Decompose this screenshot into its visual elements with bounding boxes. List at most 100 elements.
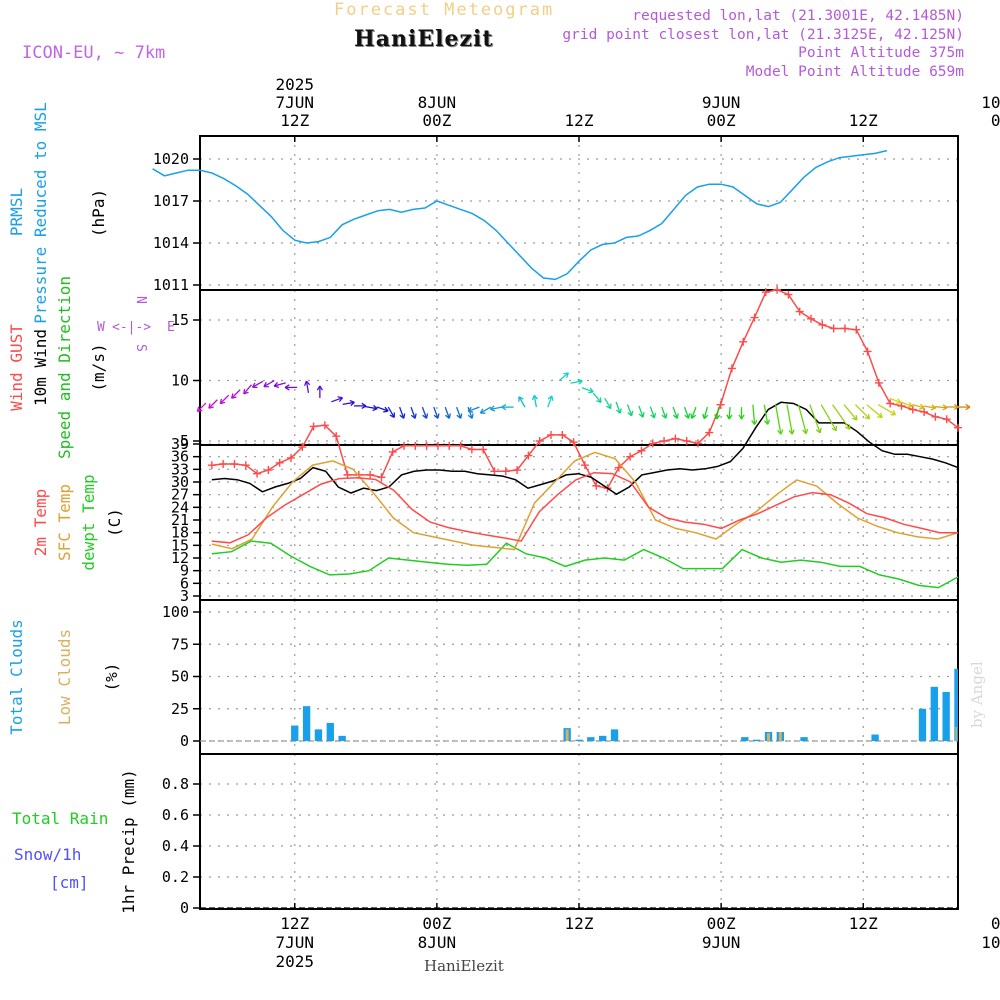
chart-title: Forecast Meteogram: [334, 0, 555, 20]
gust-marker: [614, 463, 623, 472]
wind-arrow-head: [606, 403, 612, 410]
wind-arrow-head: [456, 413, 463, 419]
temperature-label: dewpt Temp: [79, 474, 98, 570]
precip-y-tick-label: 0.8: [162, 775, 189, 793]
compass-legend: W E N S <-|->: [97, 296, 175, 352]
gust-marker: [761, 288, 770, 297]
clouds-y-tick-label: 75: [171, 635, 189, 653]
wind-arrow: [820, 404, 837, 432]
total-cloud-bar: [954, 668, 958, 741]
wind-arrow: [703, 406, 708, 419]
total-cloud-bar: [302, 706, 311, 741]
gust-marker: [886, 399, 895, 408]
wind-arrow-head: [638, 412, 645, 418]
gust-marker: [660, 437, 669, 445]
snow-label: Snow/1h: [14, 845, 81, 864]
gridpoint-coords: grid point closest lon,lat (21.3125E, 42…: [562, 27, 964, 43]
gust-marker: [580, 461, 589, 470]
wind-arrow-head: [831, 425, 837, 432]
gust-marker: [433, 441, 442, 450]
wind-arrow-head: [751, 419, 758, 426]
pressure-y-tick-label: 1017: [153, 192, 189, 210]
wind-arrow: [728, 407, 731, 420]
clouds-label: Low Clouds: [55, 629, 74, 725]
wind-arrow-head: [615, 408, 622, 414]
wind-arrow-head: [303, 380, 311, 386]
wind-arrow-head: [702, 413, 709, 420]
wind-arrow-head: [372, 404, 378, 412]
wind-label: 10m Wind: [31, 329, 50, 406]
gust-marker: [309, 422, 318, 431]
wind-arrow-head: [243, 388, 249, 395]
wind-arrow: [421, 406, 428, 419]
wind-arrow: [912, 403, 925, 409]
gust-marker: [626, 452, 635, 461]
compass-north: N: [133, 296, 148, 304]
wind-arrow-head: [895, 398, 902, 405]
temp-2m-line: [211, 471, 958, 544]
precip-y-tick-label: 0.2: [162, 868, 189, 886]
wind-arrow-head: [422, 413, 429, 419]
gust-marker: [286, 453, 295, 462]
wind-arrow: [342, 401, 355, 406]
wind-arrow: [219, 394, 230, 405]
wind-arrow-head: [672, 413, 679, 419]
bottom-time-label: 12Z: [849, 914, 878, 933]
wind-arrow-head: [273, 381, 280, 389]
wind-arrow-head: [684, 413, 691, 419]
gust-marker: [727, 364, 736, 373]
top-time-label: 10JUN: [981, 93, 1000, 112]
wind-arrow-head: [410, 413, 417, 419]
gust-marker: [671, 434, 680, 443]
temperature-y-tick-label: 6: [180, 574, 189, 592]
wind-arrow: [467, 406, 480, 412]
temperature-y-tick-label: 24: [171, 498, 189, 516]
sfc-temp-line: [211, 451, 959, 551]
wind-arrow-head: [563, 372, 569, 378]
gust-marker: [750, 313, 759, 322]
wind-arrow: [456, 406, 462, 419]
total-cloud-bar: [291, 725, 299, 741]
gust-marker: [241, 461, 250, 470]
wind-arrow-head: [445, 413, 451, 419]
wind-arrow-head: [337, 396, 344, 403]
model-label: ICON-EU, ~ 7km: [22, 43, 166, 63]
wind-arrow-head: [230, 393, 237, 399]
bottom-time-label: 00Z: [422, 914, 451, 933]
clouds-y-tick-label: 50: [171, 668, 189, 686]
gust-marker: [456, 441, 465, 450]
temperature-label: SFC Temp: [55, 484, 74, 561]
bottom-time-label: 10JUN: [981, 933, 1000, 952]
wind-arrow: [196, 402, 207, 413]
pressure-y-tick-label: 1020: [153, 150, 189, 168]
grid-lines: [193, 136, 958, 909]
gust-marker: [931, 412, 940, 421]
wind-arrow: [387, 406, 395, 418]
temperature-y-tick-label: 18: [171, 524, 189, 542]
temperature-y-tick-label: 3: [180, 587, 189, 605]
wind-arrow-head: [788, 429, 795, 435]
pressure-y-tick-label: 1011: [153, 276, 189, 294]
gust-marker: [569, 438, 578, 447]
wind-arrow: [410, 406, 416, 419]
wind-arrow: [231, 389, 241, 399]
wind-arrow: [547, 395, 553, 408]
gust-marker: [490, 467, 499, 476]
wind-arrow-head: [661, 413, 668, 419]
gust-marker: [320, 421, 329, 430]
wind-arrow: [889, 397, 902, 404]
wind-arrow: [691, 406, 697, 419]
wind-arrow-head: [802, 428, 809, 435]
top-time-label: 00Z: [422, 111, 451, 130]
wind-arrow: [252, 380, 264, 388]
wind-arrow-head: [467, 406, 474, 413]
wind-arrow-head: [284, 384, 290, 391]
gust-marker: [818, 320, 827, 329]
wind-arrow-head: [627, 410, 634, 417]
wind-arrow-head: [196, 406, 203, 413]
wind-arrow: [900, 401, 913, 407]
wind-arrow-head: [389, 412, 395, 419]
wind-arrow-head: [738, 414, 745, 420]
precip-y-tick-label: 0.4: [162, 837, 189, 855]
gust-marker: [366, 470, 375, 479]
